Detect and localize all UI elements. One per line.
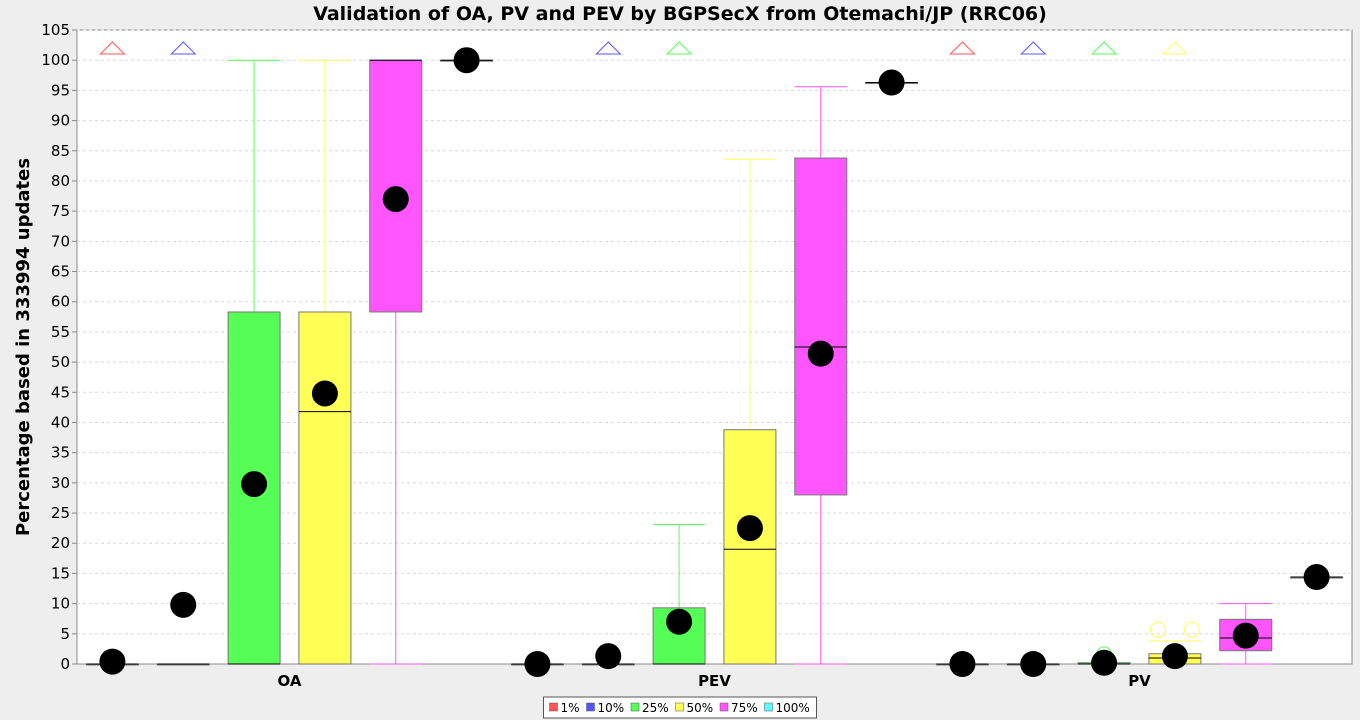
mean-point: [1232, 622, 1259, 649]
x-category-label: PEV: [698, 672, 731, 690]
far-outlier-marker: [595, 41, 622, 55]
y-tick-label: 50: [51, 353, 70, 371]
box-OA-1%: [85, 41, 139, 675]
mean-point: [1091, 649, 1118, 676]
box-PV-50%: [1148, 41, 1202, 670]
plot-area: [76, 29, 1353, 665]
y-tick-label: 25: [51, 504, 70, 522]
legend-label: 1%: [561, 701, 580, 715]
mean-point: [311, 380, 338, 407]
far-outlier-marker: [99, 41, 126, 55]
box-iqr: [723, 429, 777, 665]
far-outlier-marker: [170, 41, 197, 55]
chart-title: Validation of OA, PV and PEV by BGPSecX …: [313, 3, 1047, 25]
box-PV-1%: [935, 41, 989, 677]
legend-swatch: [630, 702, 640, 712]
y-tick-label: 30: [51, 474, 70, 492]
y-tick-label: 70: [51, 232, 70, 250]
y-tick-label: 85: [51, 142, 70, 160]
legend-swatch: [764, 702, 773, 712]
box-OA-50%: [298, 59, 352, 665]
y-tick-label: 75: [51, 202, 70, 220]
far-outlier-marker: [1090, 41, 1118, 55]
legend-label: 100%: [776, 701, 810, 715]
y-tick-label: 80: [51, 172, 70, 190]
box-PEV-1%: [510, 651, 564, 677]
mean-point: [878, 69, 905, 96]
legend: 1% 10% 25% 50% 75% 100%: [543, 696, 817, 719]
y-axis-label: Percentage based in 333994 updates: [13, 158, 34, 536]
y-tick-label: 45: [51, 383, 70, 401]
y-tick-label: 15: [51, 564, 70, 582]
y-tick-label: 10: [51, 595, 70, 613]
far-outlier-marker: [665, 41, 693, 55]
y-tick-label: 55: [51, 323, 70, 341]
box-PEV-10%: [581, 41, 635, 670]
legend-label: 25%: [642, 701, 669, 715]
mean-point: [666, 608, 693, 635]
y-tick-label: 65: [51, 263, 70, 281]
box-PV-10%: [1006, 41, 1060, 677]
y-tick-label: 95: [51, 81, 70, 99]
y-tick-label: 60: [51, 293, 70, 311]
legend-label: 75%: [731, 701, 758, 715]
outlier-point: [1150, 621, 1167, 638]
box-PEV-50%: [723, 158, 777, 665]
box-PV-100%: [1290, 564, 1344, 591]
y-tick-label: 35: [51, 444, 70, 462]
far-outlier-marker: [1020, 41, 1047, 55]
outlier-point: [1183, 621, 1200, 638]
mean-point: [1020, 651, 1047, 677]
legend-label: 10%: [598, 701, 625, 715]
box-OA-25%: [227, 59, 281, 665]
legend-swatch: [719, 702, 729, 712]
box-iqr: [298, 311, 352, 665]
mean-point: [1303, 564, 1330, 591]
y-tick-label: 20: [51, 534, 70, 552]
x-axis: OA PEV PV: [278, 672, 1152, 690]
mean-point: [949, 651, 976, 677]
mean-point: [382, 186, 409, 213]
mean-point: [807, 340, 834, 367]
box-series: [85, 41, 1344, 677]
mean-point: [595, 643, 622, 670]
mean-point: [241, 471, 268, 498]
mean-point: [524, 651, 551, 677]
y-tick-label: 105: [41, 21, 70, 39]
grid-lines: [77, 29, 1352, 635]
legend-swatch: [675, 702, 684, 712]
mean-point: [170, 591, 197, 618]
box-PV-75%: [1219, 603, 1273, 665]
mean-point: [453, 47, 480, 74]
y-tick-label: 100: [41, 51, 70, 69]
y-tick-label: 90: [51, 112, 70, 130]
mean-point: [1161, 643, 1188, 670]
mean-point: [736, 515, 763, 542]
legend-label: 50%: [687, 701, 714, 715]
legend-swatch: [549, 702, 558, 712]
box-PV-25%: [1077, 41, 1131, 676]
y-tick-label: 5: [60, 625, 70, 643]
x-category-label: PV: [1128, 672, 1151, 690]
box-PEV-25%: [652, 41, 706, 665]
y-axis: 0 5 10 15 20 25 30 35 40 45 50 55 60 65 70 75 80 85 90 95 10…: [41, 21, 77, 673]
box-OA-75%: [369, 59, 423, 665]
box-PEV-75%: [794, 86, 848, 665]
far-outlier-marker: [1161, 41, 1189, 55]
box-PEV-100%: [865, 69, 919, 96]
box-OA-10%: [156, 41, 210, 666]
far-outlier-marker: [949, 41, 976, 55]
legend-swatch: [586, 702, 595, 712]
x-category-label: OA: [278, 672, 302, 690]
y-tick-label: 40: [51, 413, 70, 431]
box-iqr: [794, 157, 848, 496]
mean-point: [99, 648, 126, 675]
y-tick-label: 0: [60, 655, 70, 673]
box-OA-100%: [440, 47, 494, 74]
